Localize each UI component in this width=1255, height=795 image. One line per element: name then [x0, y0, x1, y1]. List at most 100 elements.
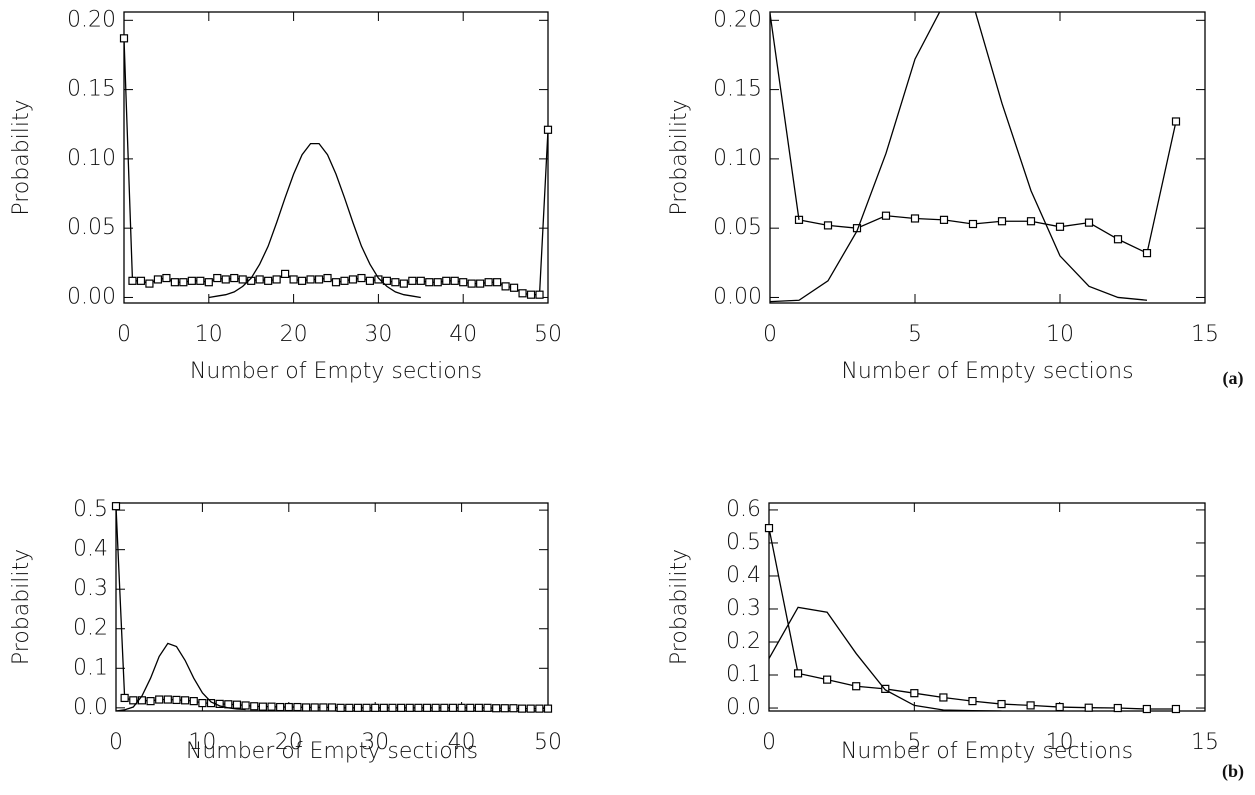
x-tick-label: 10 — [195, 322, 223, 347]
data-marker — [353, 703, 363, 712]
data-marker — [153, 275, 163, 284]
y-tick-label: 0.0 — [73, 695, 108, 720]
data-marker — [416, 276, 425, 285]
data-marker — [852, 682, 861, 691]
data-marker — [526, 290, 536, 299]
data-marker — [1055, 222, 1065, 231]
data-marker — [939, 693, 948, 702]
data-marker — [145, 279, 154, 288]
panel-label: (b) — [1222, 761, 1244, 782]
data-marker — [518, 289, 527, 298]
y-tick-label: 0.20 — [713, 7, 762, 32]
data-marker — [517, 704, 527, 713]
data-marker — [535, 704, 544, 713]
data-marker — [1171, 117, 1181, 126]
x-axis-label: Number of Empty sections — [841, 739, 1133, 764]
series-line — [208, 142, 421, 299]
y-tick-label: 0.4 — [726, 563, 761, 588]
data-marker — [457, 703, 466, 712]
data-marker — [297, 276, 307, 285]
series-line — [769, 606, 1002, 711]
data-marker — [362, 703, 371, 712]
data-marker — [474, 703, 483, 712]
data-marker — [314, 275, 324, 284]
data-marker — [968, 219, 978, 229]
y-axis-label: Probability — [9, 99, 34, 215]
data-marker — [484, 278, 493, 287]
data-marker — [319, 703, 328, 712]
y-tick-label: 0.00 — [67, 284, 116, 309]
data-marker — [501, 282, 510, 291]
data-marker — [397, 703, 406, 712]
x-tick-label: 40 — [448, 730, 476, 755]
data-marker — [284, 702, 293, 712]
y-tick-label: 0.1 — [726, 662, 761, 687]
data-marker — [1026, 701, 1035, 710]
y-tick-label: 0.20 — [67, 7, 116, 32]
data-marker — [258, 702, 267, 711]
data-marker — [170, 278, 179, 287]
x-tick-label: 0 — [109, 730, 123, 755]
data-marker — [483, 703, 492, 712]
panel: 0 5 10 15 0.0 0.1 0.2 0.3 0.4 0.5 0.6 Number of Emp… — [667, 497, 1244, 782]
series-line — [124, 38, 548, 296]
data-marker — [357, 273, 366, 283]
data-marker — [1084, 218, 1094, 227]
data-marker — [997, 699, 1006, 709]
data-marker — [764, 523, 774, 533]
data-marker — [230, 273, 239, 283]
data-marker — [968, 696, 977, 706]
y-tick-label: 0.10 — [713, 146, 762, 171]
data-marker — [128, 276, 137, 285]
data-marker — [365, 276, 375, 285]
data-marker — [823, 675, 832, 684]
x-axis-label: Number of Empty sections — [841, 359, 1133, 384]
data-marker — [448, 703, 458, 712]
data-marker — [179, 278, 188, 287]
data-marker — [450, 276, 459, 285]
data-marker — [163, 695, 172, 704]
data-marker — [509, 283, 519, 292]
data-marker — [382, 276, 391, 285]
data-marker — [323, 273, 332, 283]
panel-label: (a) — [1223, 368, 1244, 389]
data-marker — [379, 703, 388, 712]
series-line — [770, 12, 1148, 303]
data-marker — [187, 276, 196, 285]
x-tick-label: 40 — [449, 322, 477, 347]
data-marker — [459, 278, 468, 287]
data-marker — [425, 278, 434, 287]
data-marker — [293, 702, 302, 712]
data-marker — [371, 703, 380, 712]
data-marker — [137, 696, 147, 705]
data-marker — [196, 276, 205, 285]
data-marker — [221, 275, 230, 284]
data-marker — [255, 275, 264, 284]
x-tick-label: 15 — [1191, 322, 1219, 347]
data-marker — [331, 278, 341, 287]
x-tick-label: 10 — [1046, 730, 1074, 755]
y-tick-label: 0.15 — [67, 77, 116, 102]
data-marker — [910, 689, 919, 698]
data-marker — [543, 125, 553, 134]
data-marker — [327, 703, 337, 712]
data-marker — [162, 273, 171, 283]
data-marker — [276, 702, 285, 712]
data-marker — [374, 275, 383, 284]
data-marker — [793, 669, 803, 678]
data-marker — [238, 275, 247, 284]
data-marker — [399, 279, 408, 288]
x-axis-label: Number of Empty sections — [186, 739, 478, 764]
data-marker — [431, 703, 440, 712]
x-tick-label: 0 — [763, 322, 777, 347]
data-marker — [422, 703, 432, 712]
y-tick-label: 0.6 — [726, 497, 761, 522]
data-marker — [111, 502, 121, 511]
data-marker — [500, 704, 509, 713]
data-marker — [272, 275, 281, 284]
y-tick-label: 0.3 — [73, 576, 108, 601]
data-marker — [306, 275, 315, 284]
y-tick-label: 0.10 — [67, 146, 116, 171]
data-marker — [241, 701, 250, 710]
